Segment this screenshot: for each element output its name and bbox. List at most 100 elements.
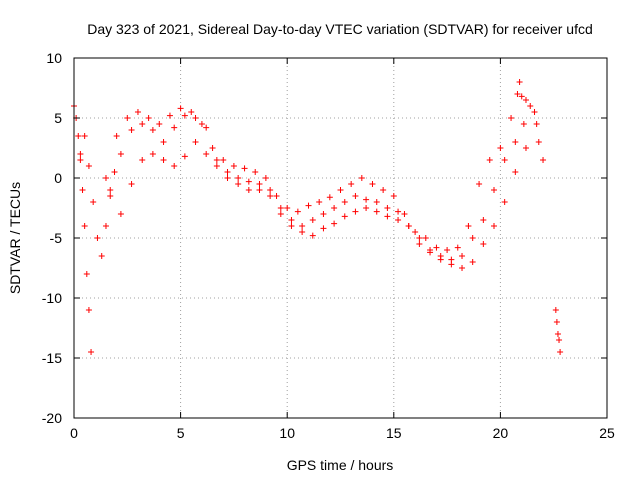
- y-tick-label: 0: [54, 170, 62, 186]
- data-point: [514, 91, 521, 97]
- data-point: [416, 235, 423, 241]
- data-point: [177, 105, 184, 112]
- data-point: [85, 163, 92, 169]
- data-point: [518, 93, 525, 100]
- data-point: [305, 202, 312, 209]
- data-point: [352, 208, 359, 215]
- data-point: [220, 157, 227, 163]
- data-point: [405, 223, 412, 229]
- x-tick-label: 15: [386, 425, 402, 441]
- x-axis: 0 5 10 15 20 25: [70, 58, 615, 441]
- plot-frame: [73, 57, 608, 419]
- data-point: [149, 151, 156, 157]
- data-point: [113, 133, 120, 139]
- series-track-3: [102, 79, 523, 253]
- data-point: [437, 256, 444, 263]
- data-point: [299, 223, 306, 229]
- data-point: [540, 157, 547, 163]
- data-point: [384, 205, 391, 211]
- series-track-5: [117, 121, 540, 271]
- data-point: [245, 187, 252, 193]
- data-point: [235, 175, 242, 181]
- data-point: [128, 127, 135, 133]
- data-point: [331, 220, 338, 227]
- data-point: [267, 193, 274, 199]
- data-point: [94, 235, 101, 241]
- data-point: [117, 211, 124, 217]
- data-point: [166, 112, 173, 119]
- data-point: [160, 139, 167, 145]
- data-point: [348, 181, 355, 187]
- data-point: [363, 196, 370, 203]
- data-point: [469, 235, 476, 241]
- data-point: [102, 175, 109, 181]
- data-point: [134, 109, 141, 115]
- data-point: [288, 223, 295, 229]
- chart-title: Day 323 of 2021, Sidereal Day-to-day VTE…: [87, 21, 593, 37]
- data-point: [102, 223, 109, 229]
- data-point: [294, 208, 301, 215]
- x-tick-label: 5: [177, 425, 185, 441]
- data-point: [198, 121, 205, 127]
- data-point: [556, 337, 563, 343]
- data-point: [277, 205, 284, 211]
- data-point: [433, 244, 440, 251]
- data-point: [553, 319, 560, 325]
- data-point: [512, 169, 519, 175]
- data-point: [213, 163, 220, 169]
- x-tick-label: 10: [279, 425, 295, 441]
- data-point: [369, 181, 376, 187]
- y-tick-label: -5: [50, 230, 63, 246]
- data-point: [107, 193, 114, 199]
- x-tick-label: 0: [70, 425, 78, 441]
- data-point: [171, 124, 178, 131]
- y-tick-label: -10: [42, 290, 62, 306]
- data-point: [85, 307, 92, 313]
- data-point: [117, 151, 124, 157]
- y-tick-label: -20: [42, 410, 62, 426]
- data-point: [508, 115, 515, 121]
- data-point: [427, 247, 434, 253]
- data-point: [486, 157, 493, 163]
- data-point: [401, 211, 408, 217]
- data-point: [145, 115, 152, 121]
- data-point: [337, 187, 344, 193]
- data-point: [390, 193, 397, 199]
- y-axis-label: SDTVAR / TECUs: [7, 182, 23, 294]
- data-point: [192, 115, 199, 121]
- y-tick-label: -15: [42, 350, 62, 366]
- data-point: [224, 175, 231, 181]
- data-point: [128, 181, 135, 187]
- data-point: [299, 229, 306, 235]
- data-point: [262, 175, 269, 181]
- data-point: [124, 115, 131, 121]
- data-point: [363, 205, 370, 211]
- data-point: [160, 157, 167, 163]
- data-point: [256, 181, 263, 187]
- data-point: [552, 307, 559, 313]
- data-point: [203, 124, 210, 131]
- data-point: [557, 349, 564, 355]
- y-tick-label: 10: [46, 50, 62, 66]
- data-point: [522, 97, 529, 103]
- data-point: [395, 208, 402, 215]
- data-point: [448, 261, 455, 268]
- data-point: [213, 157, 220, 163]
- data-point: [531, 109, 538, 115]
- data-point: [476, 181, 483, 187]
- data-point: [316, 199, 323, 205]
- data-point: [501, 157, 508, 163]
- data-point: [320, 225, 327, 232]
- data-point: [412, 229, 419, 235]
- data-point: [501, 199, 508, 205]
- data-point: [309, 217, 316, 223]
- data-point: [273, 193, 280, 199]
- data-point: [149, 127, 156, 133]
- data-point: [181, 153, 188, 160]
- data-point: [203, 151, 210, 157]
- data-point: [535, 139, 542, 145]
- y-axis: -20 -15 -10 -5 0 5 10: [42, 50, 607, 426]
- data-point: [341, 199, 348, 205]
- data-point: [252, 169, 259, 175]
- data-point: [81, 223, 88, 229]
